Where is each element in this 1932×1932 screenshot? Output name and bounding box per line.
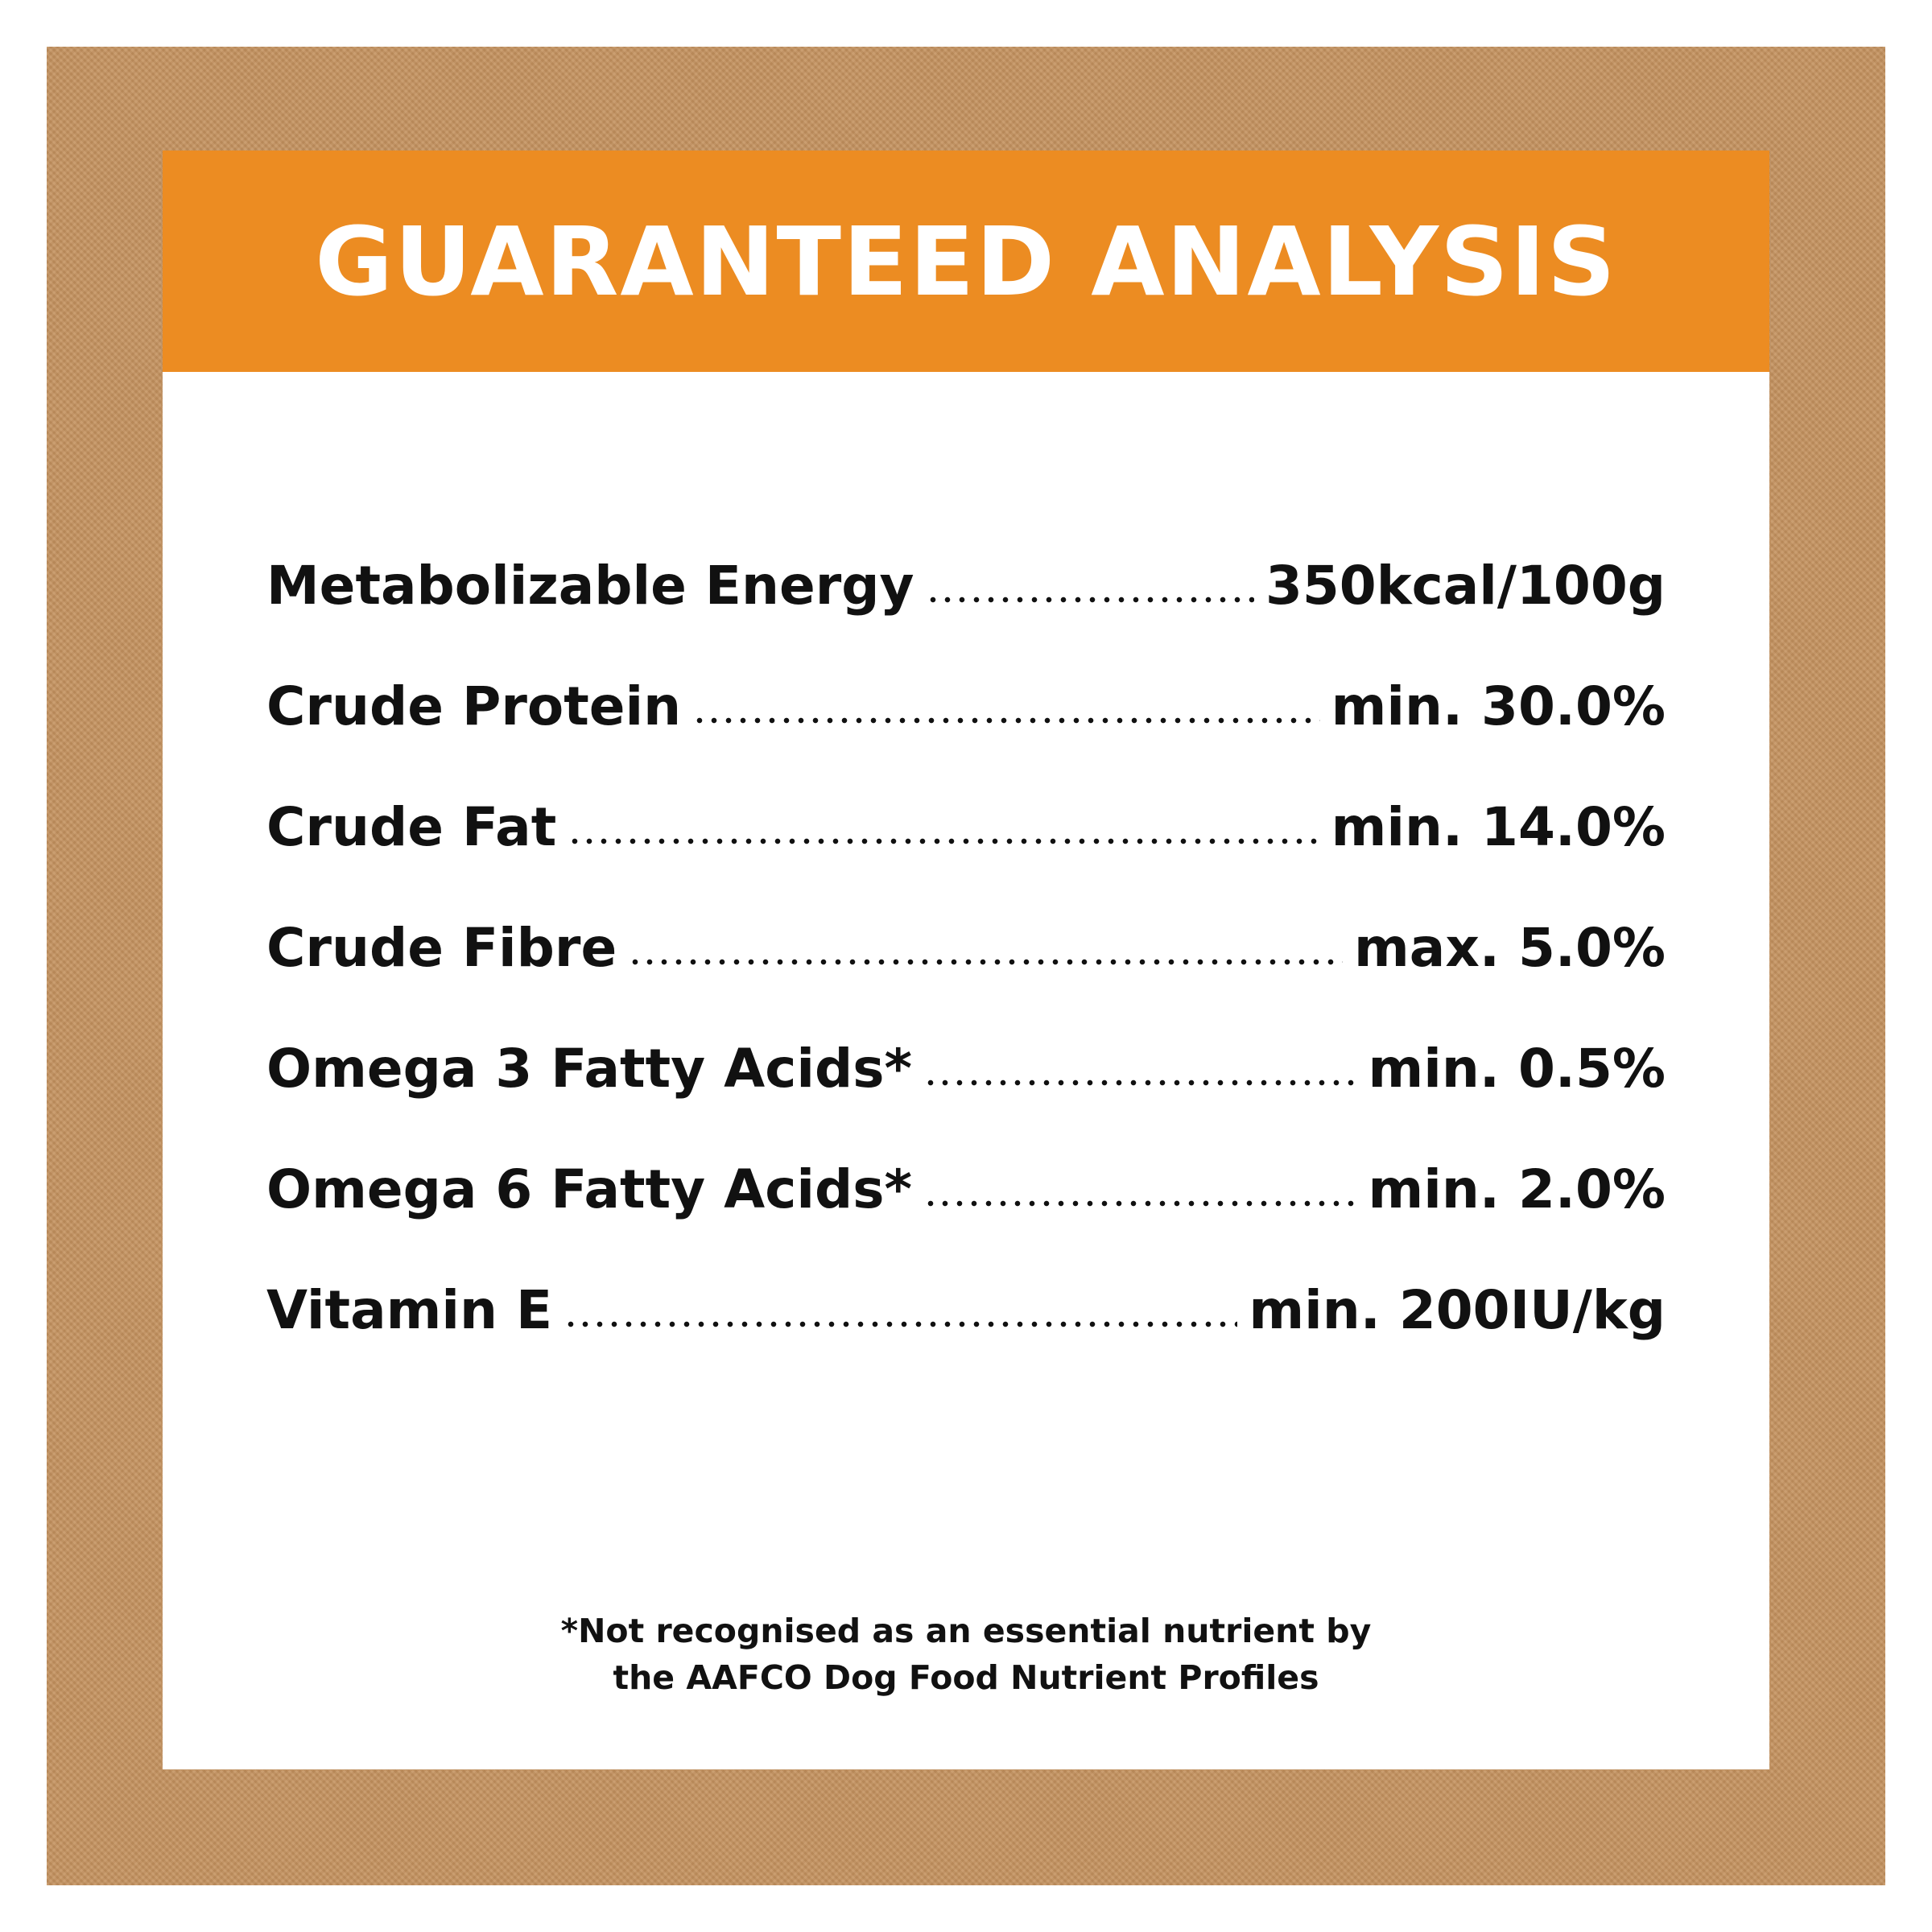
nutrient-label: Vitamin E	[266, 1279, 553, 1341]
nutrient-value: min. 0.5%	[1368, 1038, 1666, 1100]
nutrient-value: min. 14.0%	[1331, 796, 1666, 858]
nutrient-value: min. 200IU/kg	[1249, 1279, 1666, 1341]
analysis-row: Omega 6 Fatty Acids* min. 2.0%	[266, 1158, 1666, 1279]
analysis-row: Vitamin E min. 200IU/kg	[266, 1279, 1666, 1400]
title: GUARANTEED ANALYSIS	[315, 205, 1617, 317]
dot-leader	[564, 1320, 1238, 1328]
card: GUARANTEED ANALYSIS Metabolizable Energy…	[163, 151, 1769, 1769]
analysis-row: Omega 3 Fatty Acids* min. 0.5%	[266, 1038, 1666, 1158]
header: GUARANTEED ANALYSIS	[163, 151, 1769, 372]
analysis-row: Crude Fibre max. 5.0%	[266, 917, 1666, 1038]
nutrient-label: Crude Protein	[266, 675, 682, 737]
nutrient-label: Crude Fat	[266, 796, 557, 858]
nutrient-value: max. 5.0%	[1354, 917, 1666, 979]
footnote-line: the AAFCO Dog Food Nutrient Profiles	[613, 1658, 1319, 1697]
dot-leader	[925, 596, 1254, 604]
analysis-row: Crude Protein min. 30.0%	[266, 675, 1666, 796]
dot-leader	[923, 1079, 1357, 1087]
analysis-row: Crude Fat min. 14.0%	[266, 796, 1666, 917]
footnote: *Not recognised as an essential nutrient…	[163, 1608, 1769, 1701]
dot-leader	[692, 716, 1320, 724]
nutrient-label: Crude Fibre	[266, 917, 617, 979]
nutrient-value: min. 30.0%	[1331, 675, 1666, 737]
dot-leader	[568, 837, 1320, 845]
nutrient-label: Metabolizable Energy	[266, 555, 914, 617]
nutrient-label: Omega 6 Fatty Acids*	[266, 1158, 913, 1220]
nutrient-value: min. 2.0%	[1368, 1158, 1666, 1220]
footnote-line: *Not recognised as an essential nutrient…	[560, 1612, 1372, 1650]
nutrient-label: Omega 3 Fatty Acids*	[266, 1038, 913, 1100]
dot-leader	[628, 958, 1344, 966]
analysis-list: Metabolizable Energy 350kcal/100g Crude Pr…	[266, 555, 1666, 1400]
analysis-row: Metabolizable Energy 350kcal/100g	[266, 555, 1666, 675]
dot-leader	[923, 1199, 1357, 1208]
nutrient-value: 350kcal/100g	[1265, 555, 1666, 617]
